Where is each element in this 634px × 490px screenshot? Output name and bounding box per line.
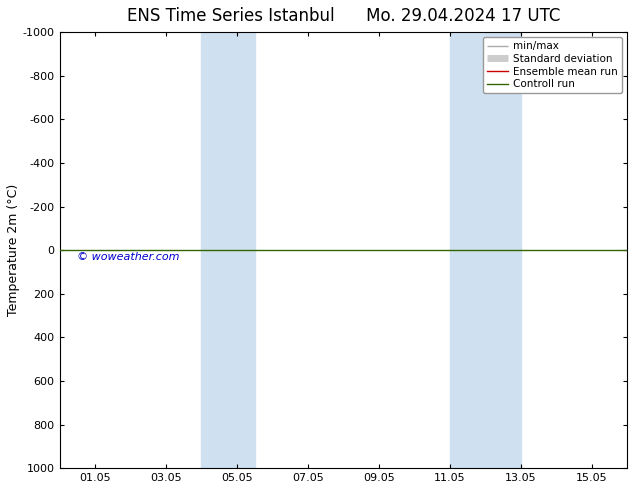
Y-axis label: Temperature 2m (°C): Temperature 2m (°C) xyxy=(7,184,20,316)
Title: ENS Time Series Istanbul      Mo. 29.04.2024 17 UTC: ENS Time Series Istanbul Mo. 29.04.2024 … xyxy=(127,7,560,25)
Bar xyxy=(202,32,255,468)
Text: © woweather.com: © woweather.com xyxy=(77,252,179,262)
Bar xyxy=(450,32,521,468)
Legend: min/max, Standard deviation, Ensemble mean run, Controll run: min/max, Standard deviation, Ensemble me… xyxy=(482,37,622,94)
